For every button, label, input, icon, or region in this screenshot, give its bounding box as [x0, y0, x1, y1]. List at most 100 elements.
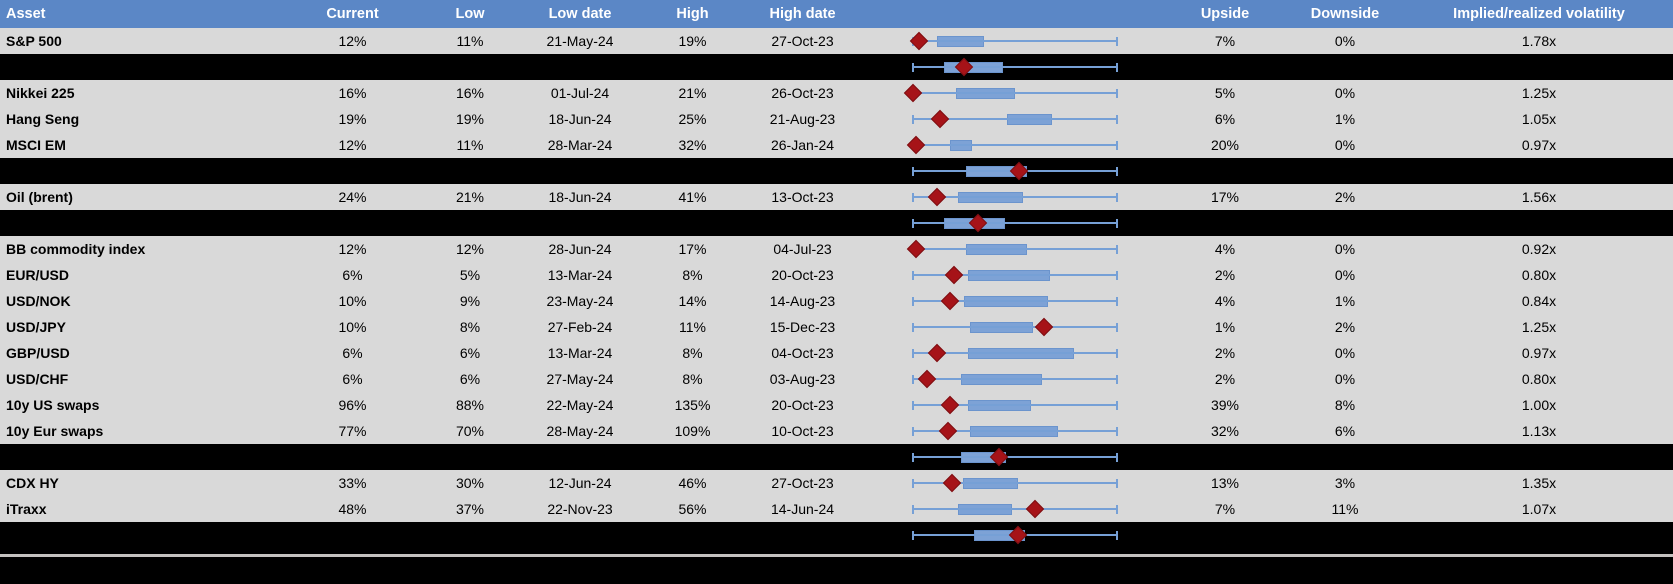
current-marker-diamond-icon [944, 265, 964, 285]
range-chart-cell [860, 54, 1165, 80]
current-volatility: 6% [342, 345, 363, 361]
upside-value: 39% [1210, 397, 1240, 413]
implied-realized-ratio: 1.07x [1521, 501, 1557, 517]
whisker-line [913, 482, 1117, 484]
downside-value: 2% [1334, 189, 1356, 205]
low-volatility: 9% [459, 293, 481, 309]
whisker-line [913, 196, 1117, 198]
whisker-line [913, 326, 1117, 328]
whisker-cap-left [912, 504, 914, 514]
high-volatility: 17% [678, 241, 707, 257]
range-chart-cell [860, 236, 1165, 262]
high-volatility: 11% [679, 319, 706, 335]
high-volatility: 19% [678, 33, 707, 49]
downside-value: 3% [1334, 475, 1356, 491]
low-date: 28-Mar-24 [547, 137, 613, 153]
whisker-line [913, 404, 1117, 406]
table-row: USD/NOK 10% 9% 23-May-24 14% 14-Aug-23 4% 1% 0.8… [0, 288, 1673, 314]
downside-value: 8% [1334, 397, 1356, 413]
implied-realized-ratio: 0.97x [1521, 137, 1557, 153]
whisker-line [913, 378, 1117, 380]
high-date: 14-Jun-24 [770, 501, 835, 517]
whisker-line [913, 118, 1117, 120]
col-header-high: High [676, 6, 709, 22]
current-marker-diamond-icon [940, 291, 960, 311]
asset-name: MSCI EM [6, 137, 66, 153]
upside-value: 7% [1214, 501, 1236, 517]
whisker-cap-right [1116, 374, 1118, 384]
upside-value: 2% [1214, 371, 1236, 387]
high-volatility: 8% [682, 267, 703, 283]
high-volatility: 109% [674, 423, 711, 439]
table-row: S&P 500 12% 11% 21-May-24 19% 27-Oct-23 7% 0% 1.… [0, 28, 1673, 54]
range-plot [912, 340, 1118, 366]
footer-band [0, 548, 1673, 584]
whisker-cap-right [1116, 36, 1118, 46]
low-volatility: 16% [455, 85, 485, 101]
upside-value: 17% [1210, 189, 1240, 205]
range-chart-cell [860, 522, 1165, 548]
high-volatility: 8% [682, 371, 703, 387]
low-volatility: 8% [459, 319, 481, 335]
col-header-asset: Asset [6, 6, 46, 22]
low-date: 21-May-24 [546, 33, 614, 49]
range-plot [906, 236, 1118, 262]
range-plot [912, 262, 1118, 288]
whisker-line [913, 248, 1117, 250]
low-date: 18-Jun-24 [548, 111, 612, 127]
low-volatility: 19% [455, 111, 485, 127]
range-plot [909, 28, 1118, 54]
implied-realized-ratio: 1.35x [1521, 475, 1557, 491]
whisker-cap-right [1116, 270, 1118, 280]
low-volatility: 70% [455, 423, 485, 439]
whisker-cap-right [1116, 114, 1118, 124]
low-volatility: 30% [455, 475, 485, 491]
table-row: GBP/USD 6% 6% 13-Mar-24 8% 04-Oct-23 2% 0% 0.97x [0, 340, 1673, 366]
current-marker-diamond-icon [906, 135, 926, 155]
range-chart-cell [860, 470, 1165, 496]
low-date: 01-Jul-24 [550, 85, 610, 101]
upside-value: 32% [1210, 423, 1240, 439]
current-marker-diamond-icon [1034, 317, 1054, 337]
upside-value: 4% [1214, 293, 1236, 309]
low-date: 12-Jun-24 [548, 475, 612, 491]
upside-value: 7% [1214, 33, 1236, 49]
low-volatility: 21% [455, 189, 485, 205]
whisker-cap-left [912, 348, 914, 358]
range-chart-cell [860, 184, 1165, 210]
high-date: 26-Jan-24 [770, 137, 835, 153]
col-header-implied-realized: Implied/realized volatility [1453, 6, 1625, 22]
range-plot [912, 158, 1118, 184]
downside-value: 0% [1334, 137, 1356, 153]
low-date: 22-May-24 [546, 397, 614, 413]
high-date: 27-Oct-23 [771, 33, 834, 49]
high-date: 04-Oct-23 [771, 345, 834, 361]
high-volatility: 56% [678, 501, 707, 517]
range-chart-cell [860, 262, 1165, 288]
high-date: 14-Aug-23 [769, 293, 836, 309]
range-plot [912, 288, 1118, 314]
downside-value: 2% [1334, 319, 1356, 335]
low-date: 27-May-24 [546, 371, 614, 387]
current-marker-diamond-icon [903, 83, 923, 103]
current-marker-diamond-icon [927, 343, 947, 363]
table-row: EUR/USD 6% 5% 13-Mar-24 8% 20-Oct-23 2% 0% 0.80x [0, 262, 1673, 288]
whisker-cap-left [912, 426, 914, 436]
whisker-line [913, 508, 1117, 510]
asset-name: BB commodity index [6, 241, 146, 257]
upside-value: 1% [1214, 319, 1236, 335]
current-volatility: 10% [338, 319, 367, 335]
separator-row [0, 444, 1673, 470]
downside-value: 0% [1334, 267, 1356, 283]
implied-realized-ratio: 1.25x [1521, 319, 1557, 335]
whisker-cap-left [912, 530, 914, 540]
table-row: MSCI EM 12% 11% 28-Mar-24 32% 26-Jan-24 20% 0% 0… [0, 132, 1673, 158]
range-chart-cell [860, 366, 1165, 392]
current-marker-diamond-icon [940, 395, 960, 415]
high-date: 10-Oct-23 [771, 423, 834, 439]
whisker-line [913, 40, 1117, 42]
range-plot [912, 444, 1118, 470]
table-row: CDX HY 33% 30% 12-Jun-24 46% 27-Oct-23 13% 3% 1.… [0, 470, 1673, 496]
whisker-cap-right [1116, 192, 1118, 202]
range-chart-cell [860, 340, 1165, 366]
